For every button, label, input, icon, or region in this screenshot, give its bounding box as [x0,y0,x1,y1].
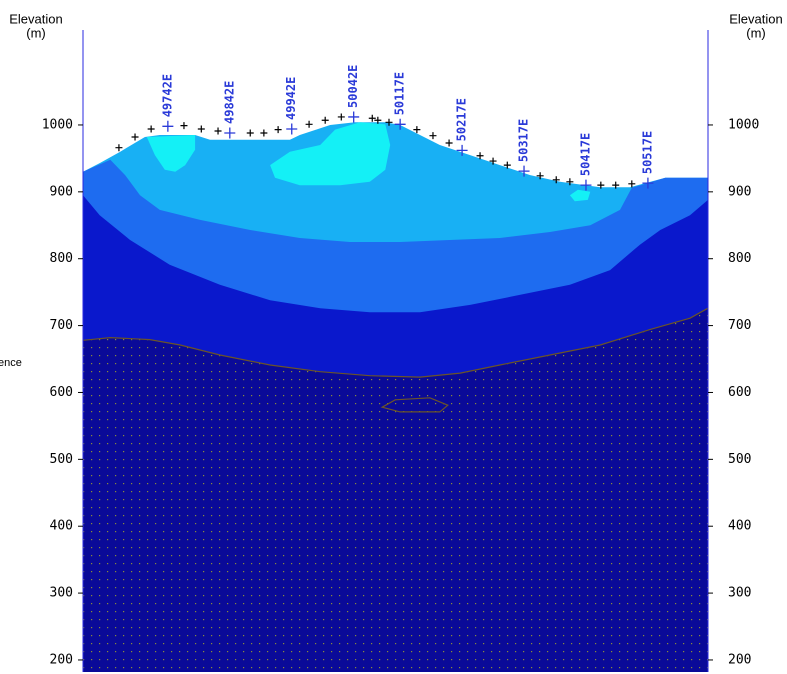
y-tick-label: 1000 [42,117,73,132]
y2-tick-label: 700 [728,318,751,333]
y2-tick-label: 600 [728,385,751,400]
y-tick-label: 200 [50,652,73,667]
layer [146,135,196,172]
topo-point [131,133,139,141]
station-label: 49742E [160,74,174,117]
y-axis-label: Elevation [9,11,62,26]
topo-point [260,129,268,137]
station-marker [224,127,236,139]
station-label: 50117E [393,72,407,115]
topo-point [445,139,453,147]
station-marker [580,179,592,191]
topo-point [385,118,393,126]
topo-point [503,161,511,169]
topo-point [246,129,254,137]
topo-point [489,157,497,165]
topo-point [476,152,484,160]
y2-tick-label: 200 [728,652,751,667]
topo-point [597,181,605,189]
station-label: 50517E [640,131,654,174]
station-marker [286,123,298,135]
y2-tick-label: 500 [728,452,751,467]
y-tick-label: 800 [50,251,73,266]
overlay: 200 200 300 300 400 400 500 500 600 600 700 700 800 8… [42,30,759,672]
y2-tick-label: 1000 [728,117,759,132]
station-marker [348,111,360,123]
station-label: 50042E [346,65,360,108]
station-marker [456,144,468,156]
topo-point [274,126,282,134]
y2-tick-label: 400 [728,519,751,534]
layer [270,122,391,186]
station-label: 49842E [222,81,236,124]
topo-point [368,114,376,122]
topo-point [536,172,544,180]
topo-point [628,180,636,188]
y-axis-unit: (m) [26,25,46,40]
y-tick-label: 500 [50,452,73,467]
y2-axis-label: Elevation [729,11,782,26]
layers [83,122,708,672]
station-marker [518,165,530,177]
topo-point [305,120,313,128]
station-label: 50217E [455,98,469,141]
y-tick-label: 900 [50,184,73,199]
station-label: 50417E [578,133,592,176]
y2-tick-label: 800 [728,251,751,266]
station-marker [642,177,654,189]
layer-boundary [83,307,708,378]
topo-point [429,132,437,140]
station-label: 49942E [284,77,298,120]
side-note: ence [0,357,22,369]
layer [380,397,449,413]
topo-point [147,125,155,133]
topo-point [612,181,620,189]
topo-point [180,122,188,130]
topo-point [374,116,382,124]
y-tick-label: 300 [50,586,73,601]
station-marker [162,120,174,132]
topo-point [321,116,329,124]
y2-tick-label: 900 [728,184,751,199]
station-marker [394,118,406,130]
topo-point [413,126,421,134]
topo-point [197,125,205,133]
y-tick-label: 700 [50,318,73,333]
y2-tick-label: 300 [728,586,751,601]
topo-point [115,144,123,152]
layer-pattern [83,308,708,672]
topo-point [337,113,345,121]
topo-point [214,127,222,135]
station-label: 50317E [517,119,531,162]
y-tick-label: 600 [50,385,73,400]
y2-axis-unit: (m) [746,25,766,40]
y-tick-label: 400 [50,519,73,534]
layer [569,189,591,202]
topo-point [566,178,574,186]
topo-point [552,176,560,184]
